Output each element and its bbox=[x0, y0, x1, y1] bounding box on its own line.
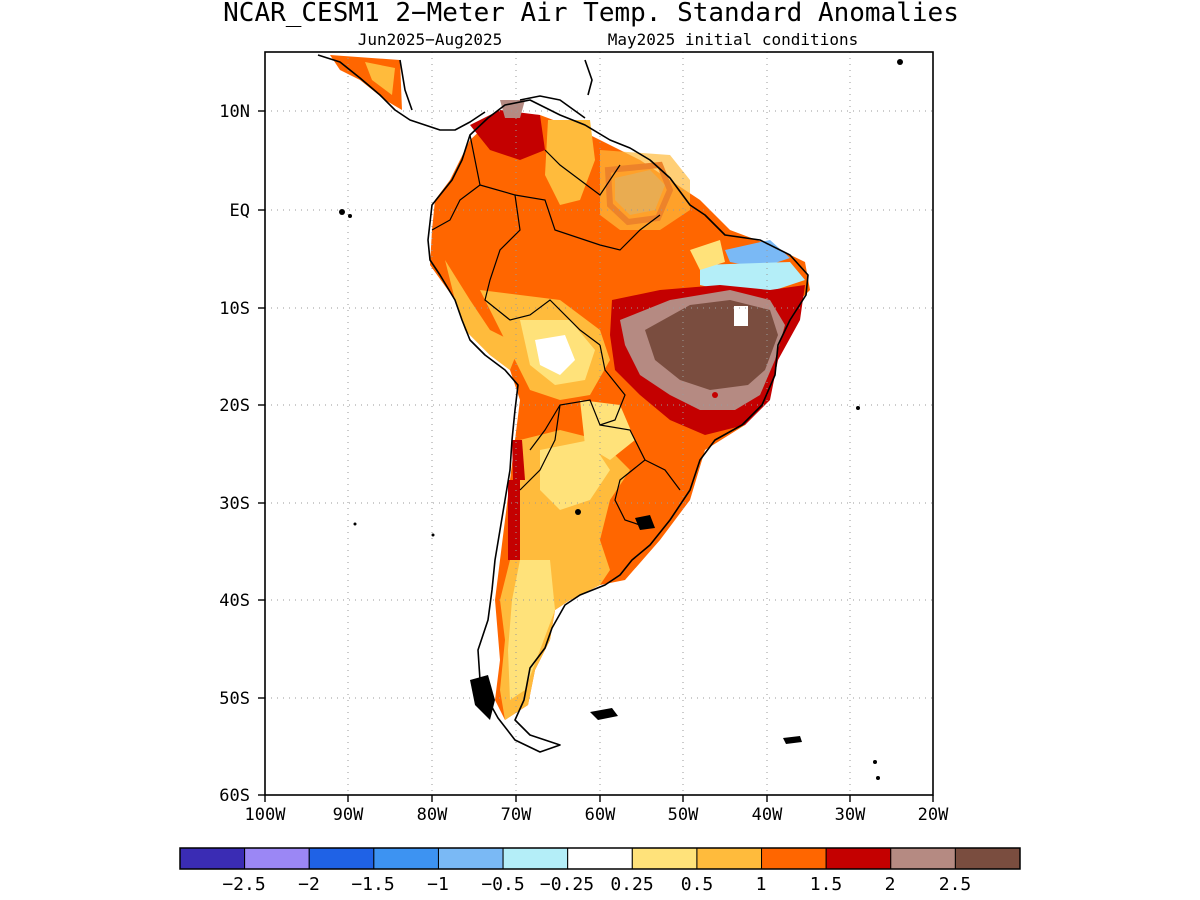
lon-tick-label: 60W bbox=[585, 805, 616, 825]
colorbar-swatch bbox=[502, 847, 569, 870]
coast-caribbean bbox=[519, 59, 593, 119]
colorbar-label: −0.5 bbox=[481, 874, 524, 895]
coastlines bbox=[317, 54, 809, 753]
lat-tick-label: 10N bbox=[219, 102, 250, 122]
lat-tick-label: 60S bbox=[219, 786, 250, 806]
plot-area bbox=[265, 52, 933, 795]
islands bbox=[339, 59, 903, 780]
colorbar-label: −2.5 bbox=[222, 874, 265, 895]
lat-tick-label: 10S bbox=[219, 299, 250, 319]
lat-tick-label: 20S bbox=[219, 396, 250, 416]
colorbar: −2.5 −2 −1.5 −1 −0.5 −0.25 0.25 0.5 1 1.… bbox=[179, 847, 1021, 895]
lon-tick-label: 50W bbox=[668, 805, 699, 825]
plot-frame bbox=[264, 51, 934, 796]
anomaly-shading bbox=[330, 55, 810, 720]
lon-tick-label: 100W bbox=[245, 805, 287, 825]
colorbar-swatch bbox=[696, 847, 763, 870]
colorbar-swatch bbox=[179, 847, 246, 870]
colorbar-swatch bbox=[954, 847, 1021, 870]
colorbar-swatch bbox=[567, 847, 633, 870]
colorbar-label: −0.25 bbox=[540, 874, 594, 895]
colorbar-labels: −2.5 −2 −1.5 −1 −0.5 −0.25 0.25 0.5 1 1.… bbox=[222, 874, 971, 895]
colorbar-swatch bbox=[244, 847, 310, 870]
colorbar-swatch bbox=[437, 847, 504, 870]
lat-tick-label: 50S bbox=[219, 689, 250, 709]
colorbar-label: 1 bbox=[756, 874, 767, 895]
colorbar-swatches bbox=[179, 847, 1021, 870]
country-borders bbox=[431, 134, 681, 526]
colorbar-label: 1.5 bbox=[810, 874, 843, 895]
lon-tick-label: 40W bbox=[752, 805, 783, 825]
tick-marks bbox=[258, 110, 934, 802]
colorbar-label: −1 bbox=[427, 874, 449, 895]
colorbar-label: 0.5 bbox=[681, 874, 714, 895]
lat-axis: 10N EQ 10S 20S 30S 40S 50S 60S bbox=[219, 102, 250, 806]
subtitle-init: May2025 initial conditions bbox=[608, 30, 858, 49]
lon-axis: 100W 90W 80W 70W 60W 50W 40W 30W 20W bbox=[245, 805, 950, 825]
colorbar-label: −2 bbox=[298, 874, 320, 895]
colorbar-label: 2 bbox=[885, 874, 896, 895]
lon-tick-label: 70W bbox=[501, 805, 532, 825]
colorbar-swatch bbox=[373, 847, 439, 870]
lon-tick-label: 90W bbox=[333, 805, 364, 825]
colorbar-frame bbox=[179, 847, 1021, 870]
colorbar-swatch bbox=[890, 847, 956, 870]
lat-tick-label: 30S bbox=[219, 494, 250, 514]
colorbar-swatch bbox=[631, 847, 698, 870]
map-title: NCAR_CESM1 2−Meter Air Temp. Standard An… bbox=[223, 0, 959, 28]
colorbar-label: 0.25 bbox=[610, 874, 653, 895]
lat-tick-label: EQ bbox=[230, 201, 250, 221]
colorbar-label: 2.5 bbox=[939, 874, 972, 895]
lon-tick-label: 20W bbox=[918, 805, 949, 825]
colorbar-swatch bbox=[761, 847, 827, 870]
lon-tick-label: 80W bbox=[417, 805, 448, 825]
colorbar-swatch bbox=[825, 847, 892, 870]
coast-south-america bbox=[427, 99, 809, 753]
colorbar-label: −1.5 bbox=[351, 874, 394, 895]
coast-central-america bbox=[317, 54, 486, 131]
subtitle-period: Jun2025−Aug2025 bbox=[358, 30, 503, 49]
lat-tick-label: 40S bbox=[219, 591, 250, 611]
lon-tick-label: 30W bbox=[835, 805, 866, 825]
colorbar-swatch bbox=[308, 847, 375, 870]
